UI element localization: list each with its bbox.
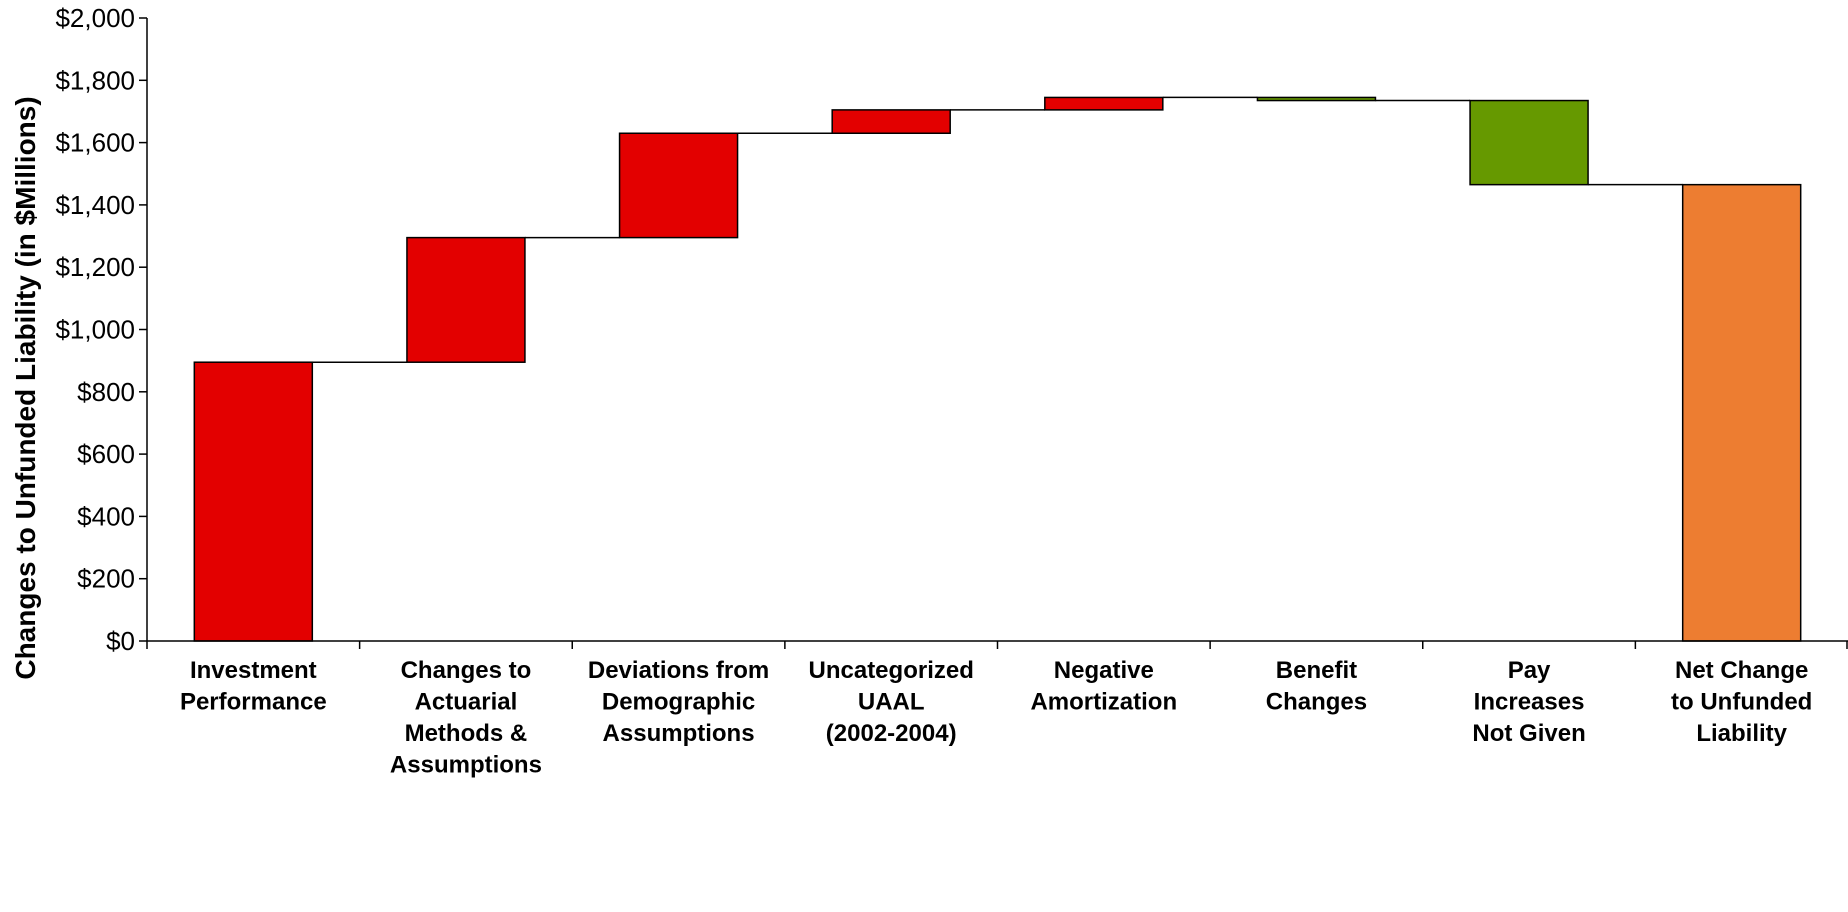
x-category-label: Investment Performance	[180, 657, 327, 716]
x-category-label-line: Increases	[1474, 689, 1585, 716]
bar-3	[618, 132, 739, 239]
y-tick-label: $800	[77, 377, 135, 407]
bar-4	[831, 109, 951, 135]
x-category-label-line: Not Given	[1472, 720, 1585, 747]
bar-1	[193, 361, 314, 642]
x-category-label-line: Changes	[1266, 689, 1367, 716]
x-category-label: Negative Amortization	[1030, 657, 1177, 716]
x-category-label: Deviations from Demographic Assumptions	[588, 657, 769, 747]
x-category-label-line: Amortization	[1030, 689, 1177, 716]
y-tick-label: $0	[106, 626, 135, 656]
x-category-label-line: Benefit	[1276, 657, 1357, 684]
x-category-label-line: Actuarial	[415, 689, 518, 716]
axis-layer	[139, 17, 1848, 649]
y-tick-label: $1,600	[55, 128, 135, 158]
y-tick-label: $1,200	[55, 252, 135, 282]
x-category-label-line: UAAL	[858, 689, 925, 716]
x-category-label: Changes to Actuarial Methods & Assumptions	[390, 657, 542, 779]
bar-7	[1469, 99, 1589, 186]
connectors-layer	[312, 96, 1683, 363]
x-category-label-line: to Unfunded	[1671, 689, 1812, 716]
x-category-label-line: Liability	[1696, 720, 1787, 747]
x-category-label-line: Assumptions	[390, 752, 542, 779]
x-category-label: Benefit Changes	[1266, 657, 1367, 716]
y-tick-label: $1,000	[55, 315, 135, 345]
x-category-label: Uncategorized UAAL (2002-2004)	[809, 657, 974, 747]
y-tick-label: $600	[77, 439, 135, 469]
x-category-label-line: Investment	[190, 657, 317, 684]
labels-layer: $0 $200 $400 $600 $800 $1,000 $1,200 $1,400 $1,6…	[55, 3, 1812, 779]
x-category-label-line: Net Change	[1675, 657, 1808, 684]
x-category-label: Pay Increases Not Given	[1472, 657, 1585, 747]
x-category-label-line: Uncategorized	[809, 657, 974, 684]
y-axis-title: Changes to Unfunded Liability (in $Milli…	[10, 96, 41, 679]
x-category-label-line: Assumptions	[603, 720, 755, 747]
x-category-label-line: Negative	[1054, 657, 1154, 684]
y-tick-label: $1,800	[55, 65, 135, 95]
bar-6	[1256, 96, 1377, 102]
bar-5	[1044, 96, 1164, 111]
x-category-label-line: Changes to	[401, 657, 532, 684]
bars-layer	[193, 96, 1802, 642]
x-category-label: Net Change to Unfunded Liability	[1671, 657, 1812, 747]
y-tick-label: $200	[77, 564, 135, 594]
y-tick-label: $2,000	[55, 3, 135, 33]
x-category-label-line: Performance	[180, 689, 327, 716]
y-tick-label: $400	[77, 501, 135, 531]
bar-2	[406, 236, 526, 363]
y-tick-label: $1,400	[55, 190, 135, 220]
x-category-label-line: Pay	[1508, 657, 1551, 684]
x-category-label-line: Deviations from	[588, 657, 769, 684]
x-category-label-line: Demographic	[602, 689, 755, 716]
x-category-label-line: (2002-2004)	[826, 720, 957, 747]
x-category-label-line: Methods &	[405, 720, 528, 747]
bar-8	[1681, 183, 1802, 642]
